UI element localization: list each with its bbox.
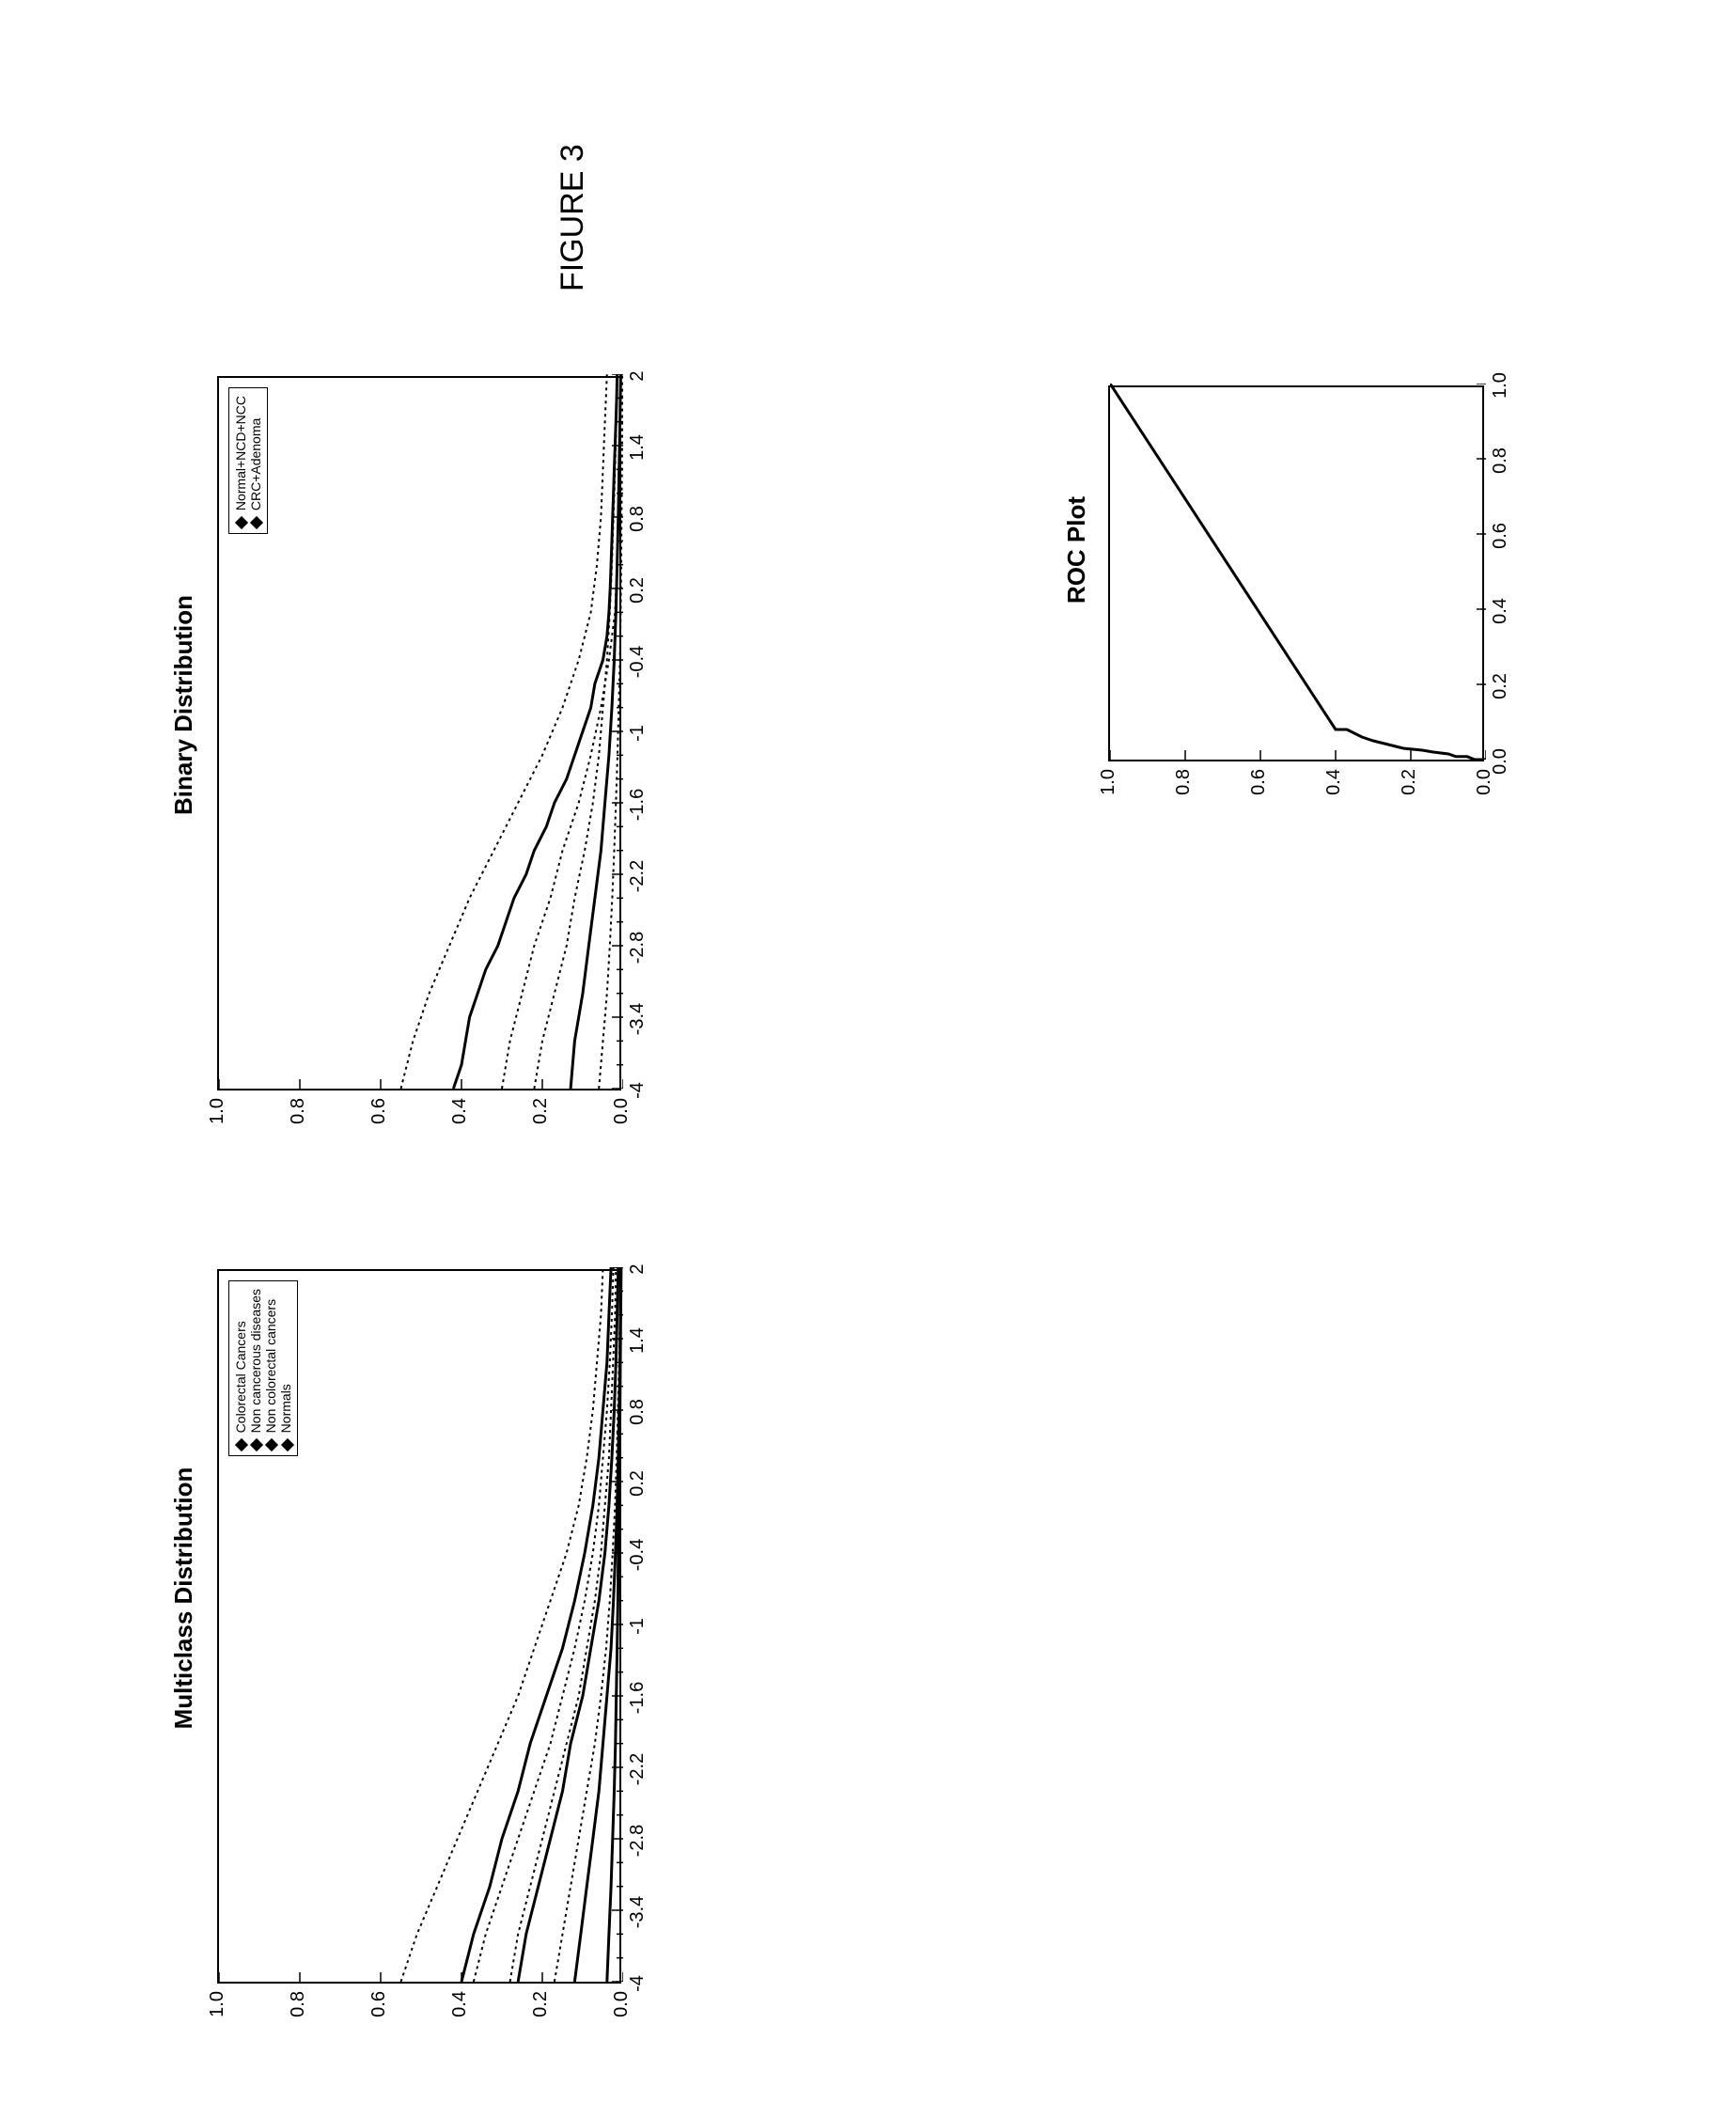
- multiclass-x-axis: -4-3.4-2.8-2.2-1.6-1-0.40.20.81.42: [621, 1269, 665, 1984]
- y-tick-label: 0.2: [530, 1098, 552, 1136]
- binary-chart-title: Binary Distribution: [169, 320, 198, 1090]
- series-crc-upper: [401, 1267, 603, 1982]
- y-tick-label: 1.0: [207, 1991, 228, 2029]
- roc-plot-frame: [1108, 385, 1484, 761]
- x-tick-label: 0.2: [627, 1463, 649, 1504]
- y-tick-label: 0.2: [530, 1991, 552, 2029]
- x-tick-label: -4: [627, 1963, 649, 2004]
- legend-label: Non colorectal cancers: [263, 1299, 278, 1433]
- legend-label: Normals: [278, 1384, 293, 1433]
- x-tick-label: -2.8: [627, 927, 649, 968]
- y-tick-label: 0.6: [368, 1098, 390, 1136]
- x-tick-label: 2: [627, 1248, 649, 1290]
- y-tick-label: 1.0: [1098, 769, 1119, 807]
- diamond-icon: [265, 1438, 278, 1451]
- x-tick-label: 1.4: [627, 1320, 649, 1361]
- x-tick-label: -1: [627, 713, 649, 754]
- x-tick-label: 0.0: [1490, 743, 1511, 780]
- y-tick-label: 1.0: [207, 1098, 228, 1136]
- series-ncd-upper: [474, 1267, 614, 1982]
- legend-label: Non cancerous diseases: [248, 1289, 263, 1433]
- diamond-icon: [281, 1438, 294, 1451]
- series-crc-upper: [534, 374, 617, 1089]
- binary-x-axis: -4-3.4-2.8-2.2-1.6-1-0.40.20.81.42: [621, 376, 665, 1090]
- y-tick-label: 0.8: [288, 1991, 309, 2029]
- y-tick-label: 0.6: [1248, 769, 1270, 807]
- x-tick-label: -0.4: [627, 641, 649, 682]
- x-tick-label: 0.2: [627, 570, 649, 611]
- roc-chart-title: ROC Plot: [1062, 338, 1091, 761]
- series-normal-group: [453, 374, 617, 1089]
- roc-chart-group: ROC Plot 0.00.20.40.60.81.0 0.00.20.40.6…: [1062, 338, 1484, 761]
- y-tick-label: 0.6: [368, 1991, 390, 2029]
- x-tick-label: 0.6: [1490, 517, 1511, 555]
- y-tick-label: 0.4: [449, 1098, 471, 1136]
- multiclass-chart-title: Multiclass Distribution: [169, 1213, 198, 1984]
- multiclass-y-axis: 0.00.20.40.60.81.0: [217, 1987, 621, 2029]
- binary-plot-frame: Normal+NCD+NCCCRC+Adenoma: [217, 376, 621, 1090]
- x-tick-label: -1.6: [627, 1677, 649, 1718]
- legend-item: CRC+Adenoma: [248, 396, 263, 527]
- diamond-icon: [235, 1438, 248, 1451]
- diamond-icon: [250, 516, 263, 529]
- x-tick-label: 0.8: [1490, 442, 1511, 479]
- x-tick-label: 0.4: [1490, 592, 1511, 630]
- multiclass-plot-frame: Colorectal CancersNon cancerous diseases…: [217, 1269, 621, 1984]
- legend-label: Colorectal Cancers: [233, 1321, 248, 1433]
- legend-item: Normal+NCD+NCC: [233, 396, 248, 527]
- x-tick-label: 0.8: [627, 1391, 649, 1433]
- y-tick-label: 0.8: [1173, 769, 1195, 807]
- x-tick-label: -1.6: [627, 784, 649, 825]
- x-tick-label: -2.2: [627, 1749, 649, 1790]
- x-tick-label: -1: [627, 1606, 649, 1647]
- x-tick-label: 0.2: [1490, 667, 1511, 705]
- series-crc-lower: [510, 1267, 617, 1982]
- legend-item: Colorectal Cancers: [233, 1289, 248, 1450]
- roc-y-axis: 0.00.20.40.60.81.0: [1108, 765, 1484, 807]
- diamond-icon: [250, 1438, 263, 1451]
- x-tick-label: -2.2: [627, 855, 649, 897]
- x-tick-label: -4: [627, 1070, 649, 1111]
- legend-item: Normals: [278, 1289, 293, 1450]
- x-tick-label: 2: [627, 355, 649, 397]
- roc-plot-svg: [1110, 384, 1486, 760]
- roc-x-axis: 0.00.20.40.60.81.0: [1484, 385, 1527, 761]
- legend-label: CRC+Adenoma: [248, 418, 263, 510]
- binary-chart-group: Binary Distribution 0.00.20.40.60.81.0 N…: [169, 320, 621, 1090]
- x-tick-label: -3.4: [627, 1891, 649, 1933]
- y-tick-label: 0.2: [1399, 769, 1420, 807]
- y-tick-label: 0.4: [449, 1991, 471, 2029]
- legend-item: Non cancerous diseases: [248, 1289, 263, 1450]
- binary-y-axis: 0.00.20.40.60.81.0: [217, 1094, 621, 1136]
- y-tick-label: 0.8: [288, 1098, 309, 1136]
- page-root: FIGURE 3 Binary Distribution 0.00.20.40.…: [0, 0, 1736, 2118]
- binary-plot-svg: [219, 374, 623, 1089]
- series-roc-curve: [1110, 384, 1486, 760]
- legend-label: Normal+NCD+NCC: [233, 396, 248, 510]
- x-tick-label: -3.4: [627, 998, 649, 1040]
- legend-item: Non colorectal cancers: [263, 1289, 278, 1450]
- x-tick-label: 1.0: [1490, 367, 1511, 404]
- binary-legend: Normal+NCD+NCCCRC+Adenoma: [228, 387, 268, 534]
- x-tick-label: 0.8: [627, 498, 649, 540]
- x-tick-label: -0.4: [627, 1534, 649, 1576]
- y-tick-label: 0.4: [1323, 769, 1345, 807]
- figure-label: FIGURE 3: [555, 103, 591, 291]
- x-tick-label: 1.4: [627, 427, 649, 468]
- multiclass-chart-group: Multiclass Distribution 0.00.20.40.60.81…: [169, 1213, 621, 1984]
- series-normal-upper: [401, 374, 607, 1089]
- x-tick-label: -2.8: [627, 1820, 649, 1861]
- multiclass-legend: Colorectal CancersNon cancerous diseases…: [228, 1280, 298, 1456]
- diamond-icon: [235, 516, 248, 529]
